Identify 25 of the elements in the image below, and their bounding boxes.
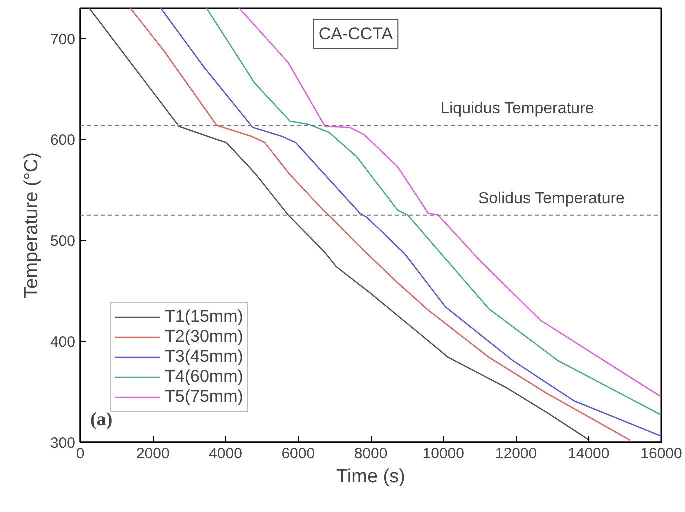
y-tick-label: 400: [50, 334, 76, 352]
x-axis-title: Time (s): [336, 466, 406, 488]
y-tick-label: 600: [50, 132, 76, 150]
ref-line-label: Solidus Temperature: [478, 190, 626, 208]
annotation: (a): [90, 410, 113, 430]
x-tick-label: 6000: [282, 446, 316, 462]
legend-label: T3(45mm): [165, 347, 244, 367]
x-tick-label: 2000: [136, 446, 170, 462]
y-axis-title: Temperature (°C): [21, 152, 42, 298]
x-tick-label: 10000: [422, 446, 464, 462]
x-tick-label: 14000: [568, 446, 610, 462]
x-tick-label: 12000: [495, 446, 538, 462]
legend-label: T2(30mm): [165, 327, 244, 347]
legend-label: T1(15mm): [165, 307, 244, 327]
x-tick-label: 8000: [354, 446, 388, 462]
y-tick-label: 300: [50, 435, 76, 452]
y-tick-label: 700: [50, 31, 76, 48]
x-tick-label: 0: [76, 446, 85, 462]
legend-label: T4(60mm): [165, 367, 244, 387]
x-tick-label: 16000: [640, 446, 682, 462]
legend-label: T5(75mm): [165, 387, 244, 407]
ref-line-label: Liquidus Temperature: [440, 100, 594, 118]
y-tick-label: 500: [50, 233, 76, 250]
x-tick-label: 4000: [209, 446, 242, 462]
annotation: CA-CCTA: [318, 24, 394, 44]
